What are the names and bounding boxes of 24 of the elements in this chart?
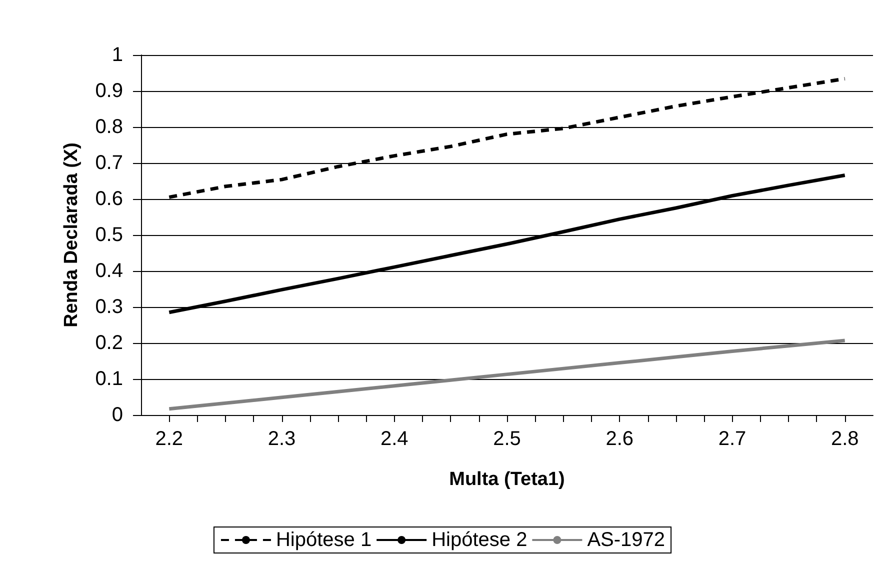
y-tick-label: 0.7: [95, 152, 123, 174]
y-tick-label: 0.1: [95, 368, 123, 390]
y-tick-label: 0.5: [95, 224, 123, 246]
legend-label: Hipótese 2: [432, 529, 528, 551]
x-tick-label: 2.3: [268, 428, 296, 450]
x-tick-label: 2.7: [718, 428, 746, 450]
x-axis-title: Multa (Teta1): [449, 469, 565, 490]
x-tick-label: 2.6: [606, 428, 634, 450]
y-tick-label: 0.9: [95, 80, 123, 102]
line-series: [167, 338, 847, 411]
y-tick-label: 0.6: [95, 188, 123, 210]
y-tick-label: 0: [112, 404, 123, 426]
legend-label: Hipótese 1: [276, 529, 372, 551]
y-tick-label: 0.8: [95, 116, 123, 138]
y-tick-label: 0.4: [95, 260, 123, 282]
legend-label: AS-1972: [587, 529, 666, 551]
y-tick-label: 0.2: [95, 332, 123, 354]
x-tick-label: 2.5: [493, 428, 521, 450]
y-tick-label: 1: [112, 44, 123, 66]
x-tick-label: 2.8: [830, 428, 859, 450]
y-axis-title: Renda Declarada (X): [61, 142, 82, 328]
y-tick-label: 0.3: [95, 296, 123, 318]
x-tick-label: 2.2: [155, 428, 184, 450]
x-tick-label: 2.4: [380, 428, 408, 450]
